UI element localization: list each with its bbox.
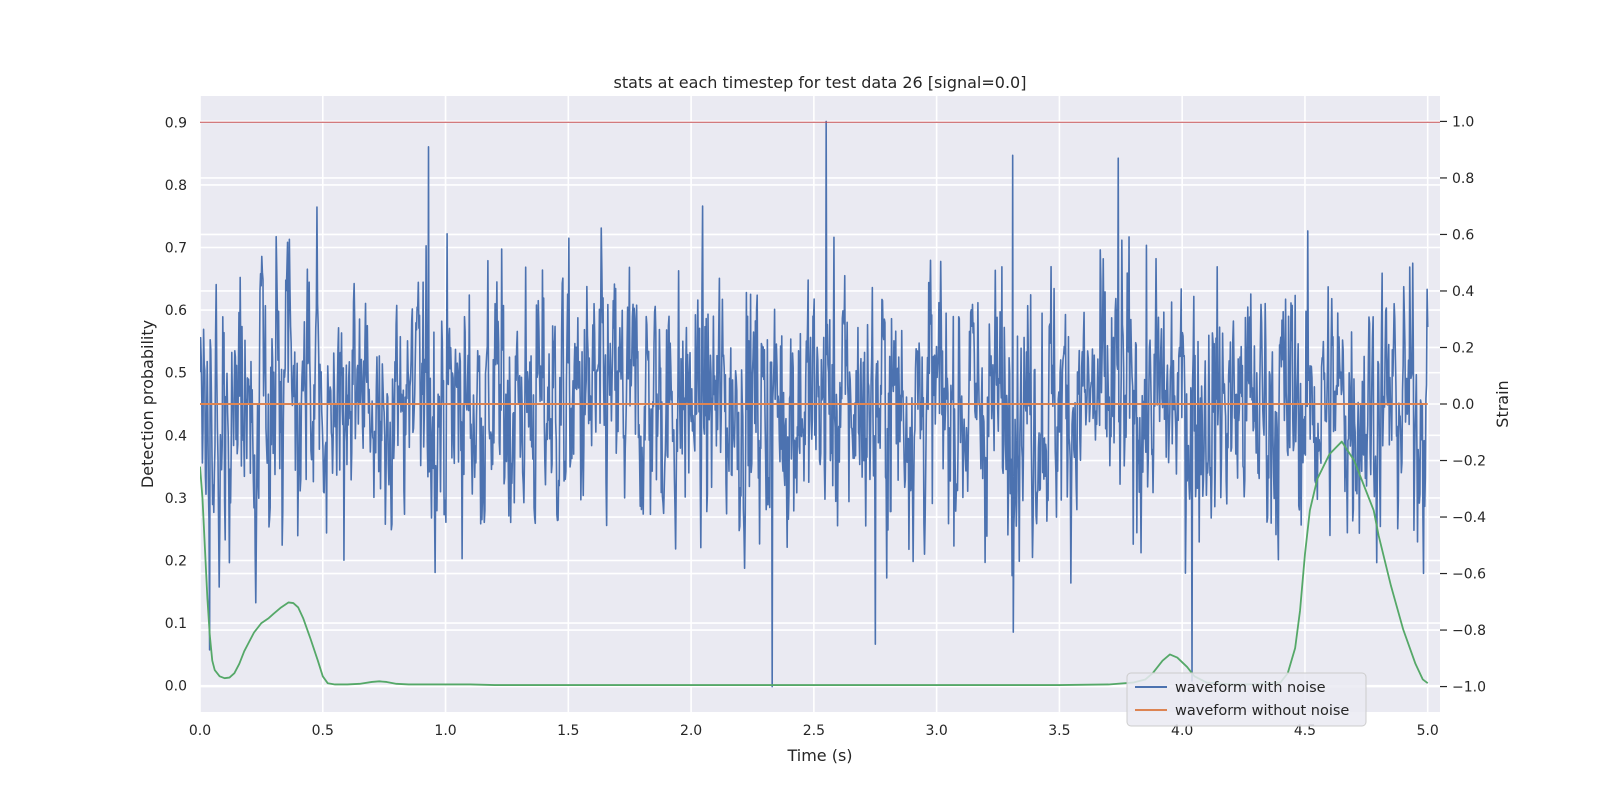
y-tick-label: 0.9 bbox=[165, 115, 187, 131]
chart-title: stats at each timestep for test data 26 … bbox=[614, 73, 1027, 92]
y-axis-label: Detection probability bbox=[138, 320, 157, 488]
y-right-tick-label: 0.2 bbox=[1452, 340, 1474, 356]
x-tick-label: 1.0 bbox=[434, 723, 456, 739]
series-layer bbox=[200, 120, 1440, 688]
x-tick-label: 3.0 bbox=[926, 723, 948, 739]
x-tick-label: 4.5 bbox=[1294, 723, 1316, 739]
y-right-tick-label: 1.0 bbox=[1452, 114, 1474, 130]
x-tick-label: 2.5 bbox=[803, 723, 825, 739]
y-tick-label: 0.5 bbox=[165, 366, 187, 382]
y-right-tick-label: −1.0 bbox=[1452, 680, 1486, 696]
y-tick-label: 0.1 bbox=[165, 616, 187, 632]
y-tick-label: 0.7 bbox=[165, 240, 187, 256]
x-tick-label: 0.0 bbox=[189, 723, 211, 739]
legend-entry-label: waveform with noise bbox=[1175, 680, 1326, 696]
series-line-waveform-with-noise bbox=[200, 120, 1429, 688]
y-right-tick-label: −0.6 bbox=[1452, 567, 1486, 583]
legend-box bbox=[1126, 672, 1367, 727]
x-tick-label: 0.5 bbox=[312, 723, 334, 739]
x-tick-label: 5.0 bbox=[1417, 723, 1439, 739]
y-right-tick-label: −0.4 bbox=[1452, 510, 1486, 526]
y-right-tick-label: 0.6 bbox=[1452, 227, 1474, 243]
x-tick-label: 4.0 bbox=[1171, 723, 1193, 739]
x-tick-label: 2.0 bbox=[680, 723, 702, 739]
x-axis-label: Time (s) bbox=[786, 746, 852, 765]
y-tick-label: 0.6 bbox=[165, 303, 187, 319]
y-tick-label: 0.0 bbox=[165, 679, 187, 695]
y-tick-label: 0.8 bbox=[165, 178, 187, 194]
axes-layer: 0.0 0.5 1.0 1.5 2.0 2.5 3.0 3.5 4.0 4.5 5.0 0.0 0.1 0… bbox=[165, 114, 1486, 739]
y-right-tick-label: −0.2 bbox=[1452, 454, 1486, 470]
y-right-tick-label: 0.0 bbox=[1452, 397, 1474, 413]
x-tick-label: 3.5 bbox=[1048, 723, 1070, 739]
y-tick-label: 0.3 bbox=[165, 491, 187, 507]
y-right-tick-label: 0.4 bbox=[1452, 284, 1474, 300]
legend: waveform with noise waveform without nois… bbox=[1126, 672, 1367, 727]
y-right-tick-label: −0.8 bbox=[1452, 623, 1486, 639]
legend-entry-label: waveform without noise bbox=[1175, 703, 1349, 719]
y-right-tick-label: 0.8 bbox=[1452, 171, 1474, 187]
y-axis-label-right: Strain bbox=[1493, 380, 1512, 427]
y-tick-label: 0.2 bbox=[165, 554, 187, 570]
x-tick-label: 1.5 bbox=[557, 723, 579, 739]
y-tick-label: 0.4 bbox=[165, 428, 187, 444]
series-line-detection-probability bbox=[200, 440, 1429, 686]
